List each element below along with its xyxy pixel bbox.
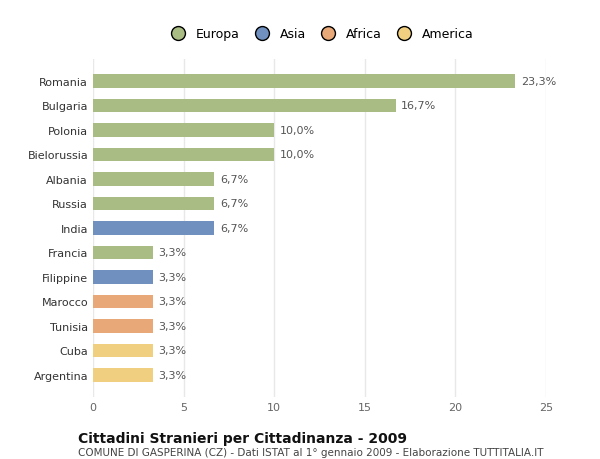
Bar [93, 295, 153, 308]
Text: 3,3%: 3,3% [158, 321, 187, 331]
Text: 3,3%: 3,3% [158, 272, 187, 282]
Text: 16,7%: 16,7% [401, 101, 436, 111]
Text: 3,3%: 3,3% [158, 297, 187, 307]
Bar [93, 100, 395, 113]
Text: 10,0%: 10,0% [280, 126, 315, 135]
Text: 6,7%: 6,7% [220, 174, 248, 185]
Text: 3,3%: 3,3% [158, 346, 187, 356]
Bar [93, 344, 153, 357]
Text: COMUNE DI GASPERINA (CZ) - Dati ISTAT al 1° gennaio 2009 - Elaborazione TUTTITAL: COMUNE DI GASPERINA (CZ) - Dati ISTAT al… [78, 448, 544, 458]
Text: 3,3%: 3,3% [158, 370, 187, 380]
Text: 10,0%: 10,0% [280, 150, 315, 160]
Text: 6,7%: 6,7% [220, 224, 248, 233]
Bar [93, 124, 274, 137]
Bar [93, 197, 214, 211]
Bar [93, 270, 153, 284]
Bar [93, 246, 153, 259]
Text: 3,3%: 3,3% [158, 248, 187, 258]
Bar [93, 319, 153, 333]
Text: 6,7%: 6,7% [220, 199, 248, 209]
Text: Cittadini Stranieri per Cittadinanza - 2009: Cittadini Stranieri per Cittadinanza - 2… [78, 431, 407, 445]
Text: 23,3%: 23,3% [521, 77, 556, 87]
Bar [93, 148, 274, 162]
Bar [93, 222, 214, 235]
Legend: Europa, Asia, Africa, America: Europa, Asia, Africa, America [163, 25, 476, 44]
Bar [93, 173, 214, 186]
Bar [93, 368, 153, 382]
Bar [93, 75, 515, 89]
